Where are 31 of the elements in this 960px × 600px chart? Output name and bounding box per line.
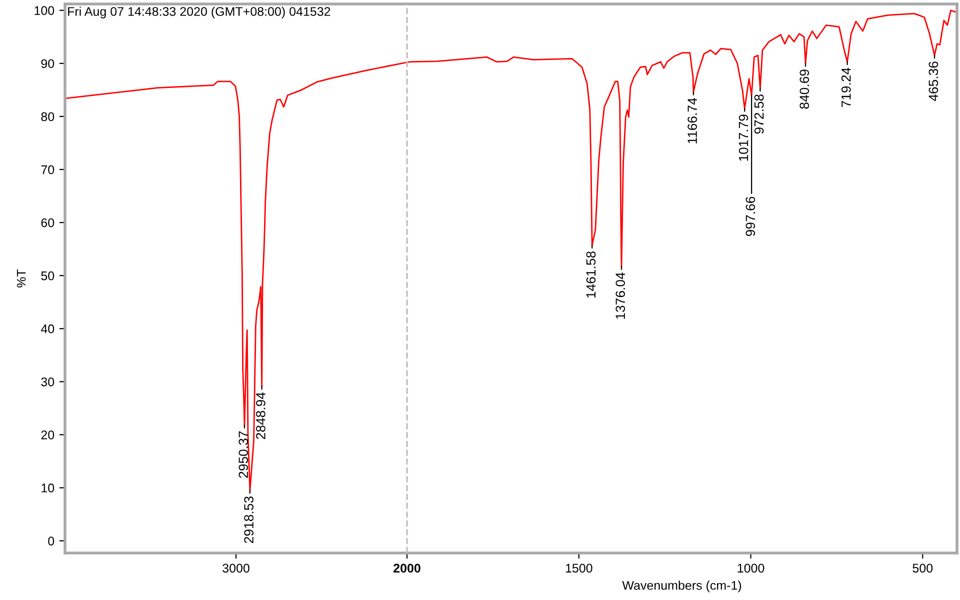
y-tick-label: 40	[40, 324, 54, 334]
y-tick-label: 60	[41, 218, 54, 228]
annotation: 1461.58	[586, 251, 596, 298]
annotation: 2918.53	[244, 496, 254, 543]
annotation: 972.58	[754, 94, 764, 134]
annotation: 840.69	[800, 70, 810, 109]
annotation: 2848.94	[256, 392, 266, 440]
annotation: 2950.37	[238, 431, 248, 478]
y-tick-label: 90	[41, 59, 54, 68]
y-tick-label: 50	[41, 271, 54, 280]
annotation: 1166.74	[688, 98, 697, 144]
y-tick-label: 70	[41, 165, 54, 174]
y-axis-title: %T	[16, 269, 26, 288]
annotation: 719.24	[841, 68, 851, 108]
annotation: 997.66	[746, 196, 756, 236]
annotation: Fri Aug 07 14:48:33 2020 (GMT+08:00) 041532	[68, 6, 330, 18]
annotation: 465.36	[928, 62, 938, 102]
y-tick-label: 100	[34, 6, 54, 16]
y-tick-label: 30	[41, 377, 54, 386]
y-tick-label: 80	[41, 112, 54, 122]
x-tick-label: 500	[912, 564, 933, 573]
x-tick-label: 1000	[738, 564, 764, 573]
annotation: 1017.79	[738, 114, 748, 161]
y-tick-label: 20	[41, 430, 54, 440]
y-tick-label: 10	[42, 484, 54, 492]
y-tick-label: 0	[48, 536, 54, 546]
annotation: 1376.04	[616, 272, 626, 319]
x-axis-title: Wavenumbers (cm-1)	[622, 580, 742, 592]
x-tick-label: 2000	[394, 564, 420, 573]
x-tick-label: 1500	[566, 564, 592, 573]
x-tick-label: 3000	[222, 564, 250, 573]
